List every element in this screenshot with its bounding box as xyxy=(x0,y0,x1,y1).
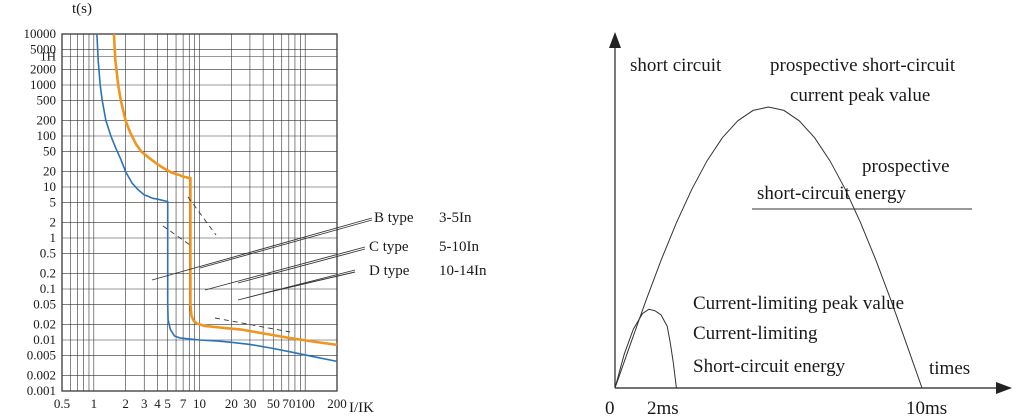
left-y-tick-label: 100 xyxy=(37,128,57,143)
b-type-pointer-a xyxy=(151,217,373,281)
c-type-range: 5-10In xyxy=(439,239,479,255)
limiting-energy-label-line1: Current-limiting xyxy=(693,323,818,344)
b-type-pointer-b xyxy=(199,219,373,269)
c-type-label: C type xyxy=(369,239,409,255)
type-pointer-lines xyxy=(151,217,373,301)
left-y-tick-label: 20 xyxy=(43,164,56,179)
left-x-axis-label: I/IK xyxy=(349,400,374,416)
left-y-tick-label: 0.2 xyxy=(40,266,56,281)
prospective-peak-label-line2: current peak value xyxy=(790,85,930,106)
left-y-tick-label: 500 xyxy=(37,92,57,107)
left-series-line-0 xyxy=(96,33,338,363)
left-x-tick-label: 4 xyxy=(154,396,161,411)
left-y-tick-label: 2 xyxy=(50,215,57,230)
b-type-label: B type xyxy=(374,210,414,226)
dashed-guide-3 xyxy=(214,317,291,333)
left-x-tick-labels: 0.5 1 2 3 4 5 7 10 20 30 50 70 100 200 xyxy=(54,396,347,411)
left-series-group xyxy=(96,33,338,363)
left-x-tick-label: 100 xyxy=(295,396,315,411)
right-x-axis-arrow xyxy=(996,382,1012,394)
left-y-tick-label: 0.1 xyxy=(40,281,56,296)
left-y-tick-label: 10000 xyxy=(24,26,57,41)
prospective-energy-label-line2: short-circuit energy xyxy=(757,183,906,204)
left-x-tick-label: 7 xyxy=(180,396,187,411)
left-y-tick-label: 2000 xyxy=(30,62,56,77)
left-x-tick-label: 70 xyxy=(282,396,295,411)
dashed-guides xyxy=(162,196,291,333)
left-y-tick-label: 1000 xyxy=(30,77,56,92)
left-y-tick-label: 0.001 xyxy=(27,383,56,398)
left-series-line-1 xyxy=(112,33,338,347)
left-x-tick-label: 5 xyxy=(164,396,171,411)
right-x-axis-label: times xyxy=(929,358,970,379)
dashed-guide-1 xyxy=(162,225,191,246)
left-x-tick-label: 0.5 xyxy=(54,396,70,411)
left-x-tick-label: 20 xyxy=(225,396,238,411)
limiting-energy-label-line2: Short-circuit energy xyxy=(693,356,846,377)
left-y-tick-label: 10 xyxy=(43,179,56,194)
left-y-tick-label: 5 xyxy=(50,194,57,209)
left-y-tick-label: 1H xyxy=(40,49,56,64)
c-type-pointer-b xyxy=(237,248,366,284)
left-x-tick-label: 1 xyxy=(91,396,98,411)
left-y-tick-label: 0.01 xyxy=(33,332,56,347)
left-y-tick-label: 0.5 xyxy=(40,245,56,260)
right-y-axis-label: short circuit xyxy=(630,55,722,76)
limiting-peak-label: Current-limiting peak value xyxy=(693,293,904,314)
d-type-label: D type xyxy=(369,263,410,279)
left-y-tick-label: 5000 xyxy=(30,41,56,56)
right-y-axis-arrow xyxy=(609,32,621,48)
right-series-group xyxy=(614,106,923,389)
left-x-tick-label: 200 xyxy=(327,396,347,411)
left-x-tick-label: 50 xyxy=(267,396,280,411)
left-x-tick-label: 3 xyxy=(141,396,148,411)
c-type-pointer-a xyxy=(204,246,366,291)
left-y-tick-label: 1 xyxy=(50,230,57,245)
left-y-tick-label: 0.005 xyxy=(27,347,56,362)
d-type-range: 10-14In xyxy=(439,263,487,279)
right-series-line-1 xyxy=(614,308,677,389)
right-series-line-0 xyxy=(614,106,923,389)
prospective-peak-label-line1: prospective short-circuit xyxy=(770,55,956,76)
left-y-tick-label: 50 xyxy=(43,143,56,158)
right-x-tick-0: 0 xyxy=(605,398,615,418)
left-x-tick-label: 10 xyxy=(193,396,206,411)
dashed-guide-2 xyxy=(187,196,217,236)
left-y-tick-label: 0.02 xyxy=(33,317,56,332)
prospective-energy-label-line1: prospective xyxy=(862,156,950,177)
left-y-tick-label: 200 xyxy=(37,113,57,128)
left-y-tick-label: 0.002 xyxy=(27,368,56,383)
left-x-tick-label: 30 xyxy=(243,396,256,411)
left-x-tick-label: 2 xyxy=(122,396,129,411)
b-type-range: 3-5In xyxy=(439,210,472,226)
d-type-pointer-a xyxy=(237,269,356,301)
right-x-tick-2ms: 2ms xyxy=(647,398,679,418)
left-y-tick-label: 0.05 xyxy=(33,296,56,311)
right-chart-axes xyxy=(609,32,1012,394)
d-type-pointer-b xyxy=(264,271,356,294)
left-y-axis-label: t(s) xyxy=(72,1,92,17)
right-x-tick-10ms: 10ms xyxy=(906,398,947,418)
